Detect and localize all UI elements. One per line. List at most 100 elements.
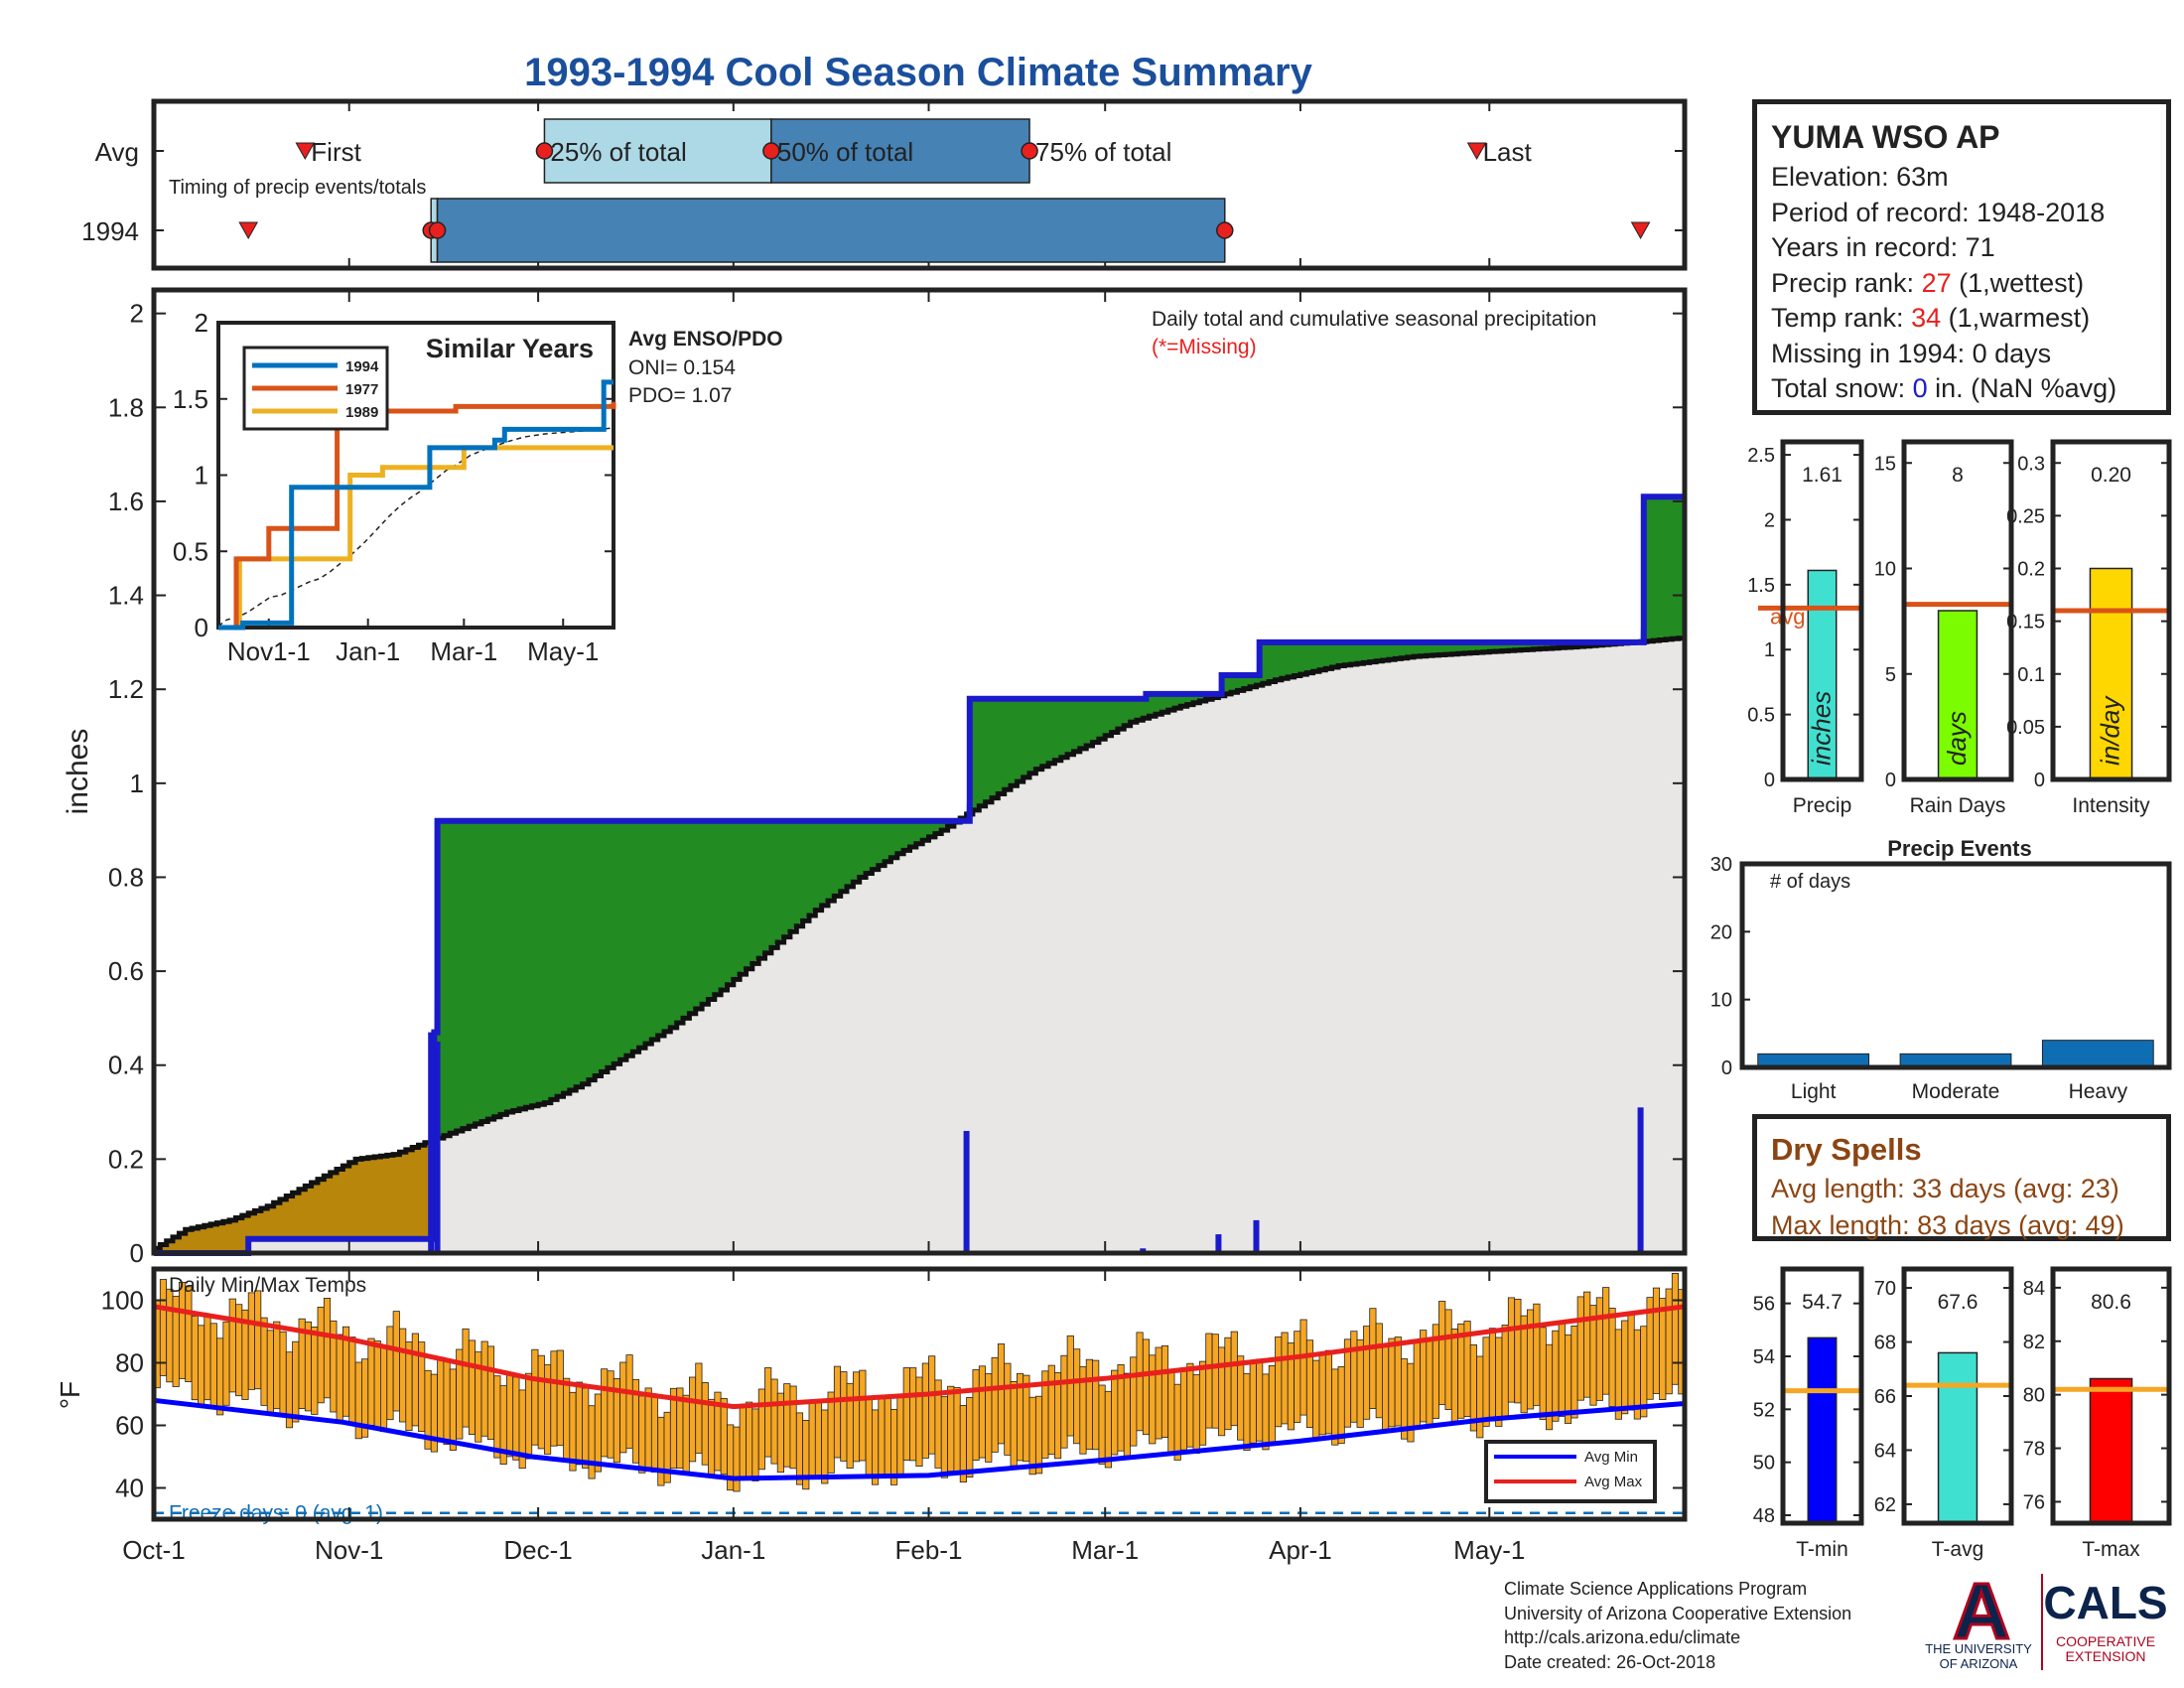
daily-temp-bar [859, 1369, 867, 1462]
daily-temp-bar [1388, 1337, 1396, 1428]
main-ytick-label: 0.6 [108, 956, 144, 986]
daily-temp-bar [486, 1345, 495, 1441]
daily-precip-bar-0 [428, 1032, 435, 1253]
temp-rank: Temp rank: 34 (1,warmest) [1771, 301, 2152, 337]
daily-temp-bar [367, 1337, 375, 1426]
precipbar-ytick-label: 0 [2034, 770, 2045, 791]
daily-temp-bar [1659, 1298, 1667, 1400]
station-info-panel: YUMA WSO AP Elevation: 63m Period of rec… [1752, 99, 2171, 415]
daily-temp-bar [1363, 1326, 1371, 1420]
daily-temp-bar [1167, 1370, 1175, 1454]
daily-temp-bar [1312, 1359, 1320, 1441]
temps-legend-box [1484, 1440, 1657, 1503]
daily-temp-bar [972, 1369, 980, 1461]
daily-temp-bar [1420, 1330, 1428, 1423]
daily-temp-bar [582, 1387, 590, 1469]
tempbar-value-label-0: 54.7 [1802, 1291, 1843, 1314]
daily-temp-bar [1356, 1338, 1364, 1428]
inset-ytick-label: 0.5 [173, 536, 208, 566]
daily-temp-bar [462, 1328, 470, 1428]
enso-title: Avg ENSO/PDO [628, 328, 783, 351]
daily-temp-bar [468, 1339, 477, 1436]
cals-wordmark: CALS [2043, 1577, 2167, 1628]
daily-temp-bar [1230, 1331, 1238, 1427]
daily-temp-bar [1495, 1336, 1503, 1427]
daily-temp-bar [228, 1298, 236, 1393]
main-ytick-label: 1.6 [108, 487, 144, 516]
daily-temp-bar [1438, 1301, 1446, 1405]
precipbar-bar-1 [1937, 610, 1979, 780]
cals-sub-2: EXTENSION [2066, 1648, 2146, 1664]
tempbar-ytick-label: 76 [2023, 1491, 2045, 1513]
daily-temp-bar [449, 1368, 457, 1451]
temps-frame [151, 1266, 1688, 1522]
precipbar-unit-2: in/day [2096, 695, 2125, 766]
daily-temp-bar [751, 1408, 759, 1481]
daily-temp-bar [909, 1367, 917, 1462]
daily-temp-bar [1520, 1315, 1528, 1414]
daily-temp-bar [1627, 1314, 1635, 1411]
temp-rank-note: (1,warmest) [1941, 303, 2091, 333]
precipbar-frame-2 [2050, 439, 2172, 782]
daily-precip-bar-6 [1637, 1107, 1644, 1253]
precipbar-value-label-2: 0.20 [2091, 464, 2131, 487]
daily-temp-bar [746, 1401, 753, 1477]
daily-temp-bar [266, 1330, 274, 1414]
daily-temp-bar [1130, 1356, 1138, 1447]
precipbar-frame-0 [1780, 439, 1864, 782]
avg-first-marker [295, 142, 316, 161]
daily-temp-bar [1179, 1367, 1188, 1451]
missing-days: Missing in 1994: 0 days [1771, 338, 2052, 368]
daily-temp-bar [1665, 1288, 1673, 1395]
legend-avg-max-label: Avg Max [1584, 1474, 1643, 1490]
inset-xtick-label: Nov1-1 [227, 636, 311, 666]
daily-temp-bar [657, 1416, 665, 1486]
avg-max-line [153, 1304, 1686, 1410]
daily-temp-bar [770, 1378, 778, 1465]
daily-precip-bar-5 [1253, 1219, 1260, 1253]
daily-temp-bar [1444, 1309, 1452, 1411]
daily-temp-bar [1602, 1287, 1610, 1395]
daily-temp-bar [1262, 1373, 1270, 1451]
tempbar-ytick-label: 56 [1753, 1294, 1775, 1316]
daily-temp-bar [1136, 1332, 1144, 1432]
daily-temp-bar [1350, 1331, 1358, 1423]
cals-sub-1: COOPERATIVE [2056, 1633, 2155, 1649]
inset-series-1977 [218, 401, 616, 631]
events-ytick-label: 10 [1710, 990, 1732, 1012]
daily-temp-bar [1060, 1354, 1068, 1449]
daily-temp-bar [733, 1426, 741, 1492]
daily-temp-bar [1237, 1355, 1245, 1441]
temperature-summary-bars: 54.7 48 50 52 54 56 T-min 67.6 62 64 66 68 70 T-avg 80… [1753, 1266, 2172, 1561]
daily-temp-bar [827, 1391, 835, 1474]
tempbar-ytick-label: 68 [1874, 1333, 1896, 1354]
precipbar-unit-1: days [1942, 711, 1972, 766]
main-annotation: Daily total and cumulative seasonal prec… [1152, 308, 1596, 331]
daily-temp-bar [625, 1354, 633, 1449]
cals-logo: CALS COOPERATIVE EXTENSION [2043, 1577, 2167, 1664]
avg-last-marker [1466, 142, 1487, 161]
main-ytick-label: 1.2 [108, 674, 144, 704]
daily-temp-bar [1243, 1373, 1251, 1451]
events-annotation: # of days [1770, 871, 1850, 893]
daily-temp-bar [348, 1336, 356, 1424]
daily-temp-bar [928, 1355, 936, 1455]
daily-temp-bar [1621, 1320, 1629, 1415]
inset-ytick-label: 1 [195, 461, 208, 491]
precip-rank: Precip rank: 27 (1,wettest) [1771, 266, 2152, 302]
total-snow: Total snow: 0 in. (NaN %avg) [1771, 371, 2152, 407]
daily-temp-bar [650, 1394, 659, 1474]
precipbar-ytick-label: 0.25 [2006, 505, 2045, 527]
inset-series-1994 [218, 379, 614, 631]
tempbar-category-1: T-avg [1932, 1538, 1984, 1561]
daily-temp-bar [1576, 1296, 1584, 1401]
precipbar-ytick-label: 2 [1764, 509, 1775, 531]
daily-temp-bar [921, 1362, 929, 1459]
daily-temp-bar [531, 1348, 539, 1446]
tempbar-ytick-label: 62 [1874, 1494, 1896, 1516]
daily-temp-bar [853, 1371, 861, 1463]
daily-temp-bar [821, 1409, 829, 1484]
daily-temp-bar [708, 1398, 716, 1476]
daily-temp-bar [399, 1328, 407, 1423]
daily-temp-bar [1294, 1331, 1301, 1423]
